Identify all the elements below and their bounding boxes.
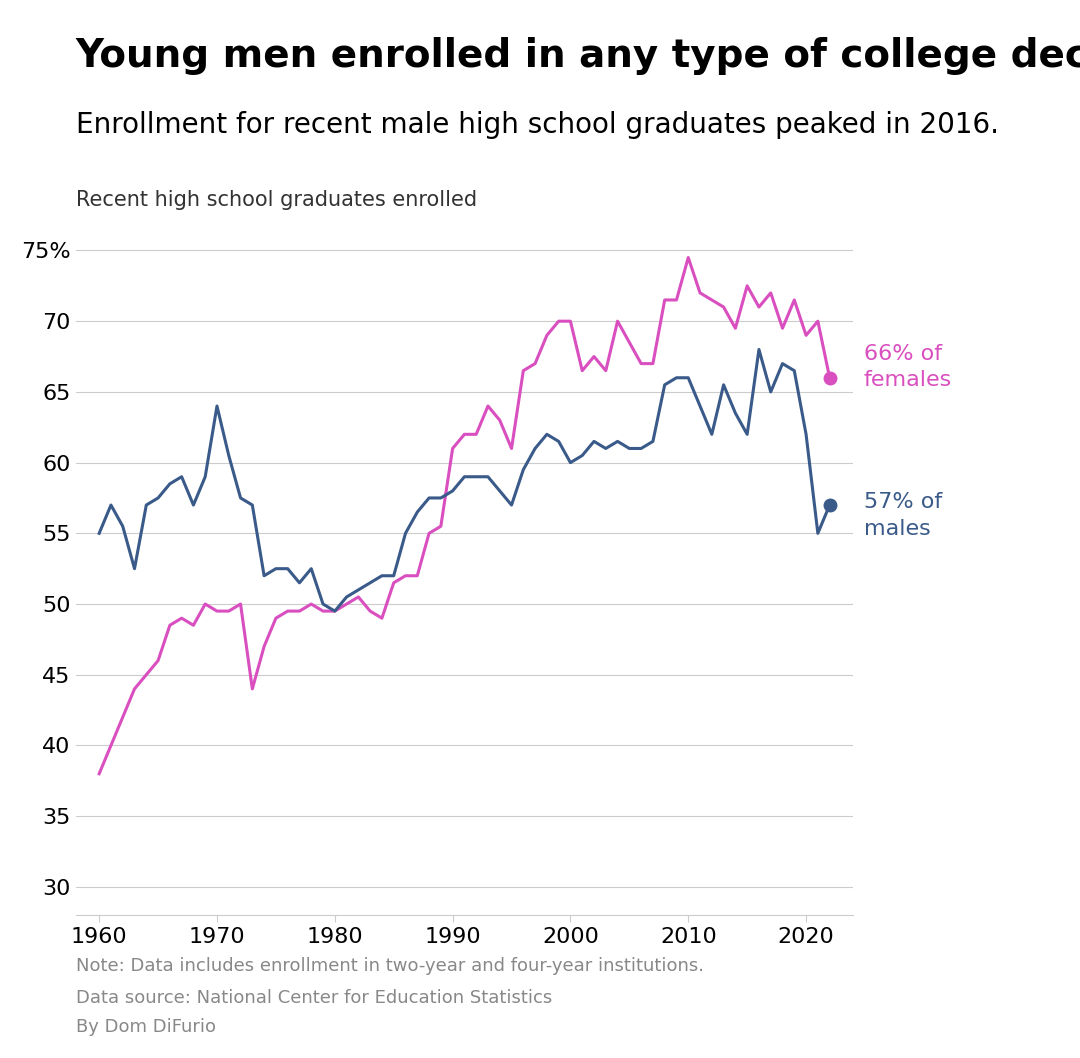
Text: Recent high school graduates enrolled: Recent high school graduates enrolled bbox=[76, 190, 476, 211]
Text: 57% of
males: 57% of males bbox=[864, 492, 942, 539]
Text: 66% of
females: 66% of females bbox=[864, 344, 953, 390]
Text: Enrollment for recent male high school graduates peaked in 2016.: Enrollment for recent male high school g… bbox=[76, 111, 999, 139]
Text: Data source: National Center for Education Statistics: Data source: National Center for Educati… bbox=[76, 989, 552, 1007]
Text: By Dom DiFurio: By Dom DiFurio bbox=[76, 1018, 216, 1036]
Text: Young men enrolled in any type of college declining: Young men enrolled in any type of colleg… bbox=[76, 37, 1080, 75]
Text: Note: Data includes enrollment in two-year and four-year institutions.: Note: Data includes enrollment in two-ye… bbox=[76, 957, 703, 975]
